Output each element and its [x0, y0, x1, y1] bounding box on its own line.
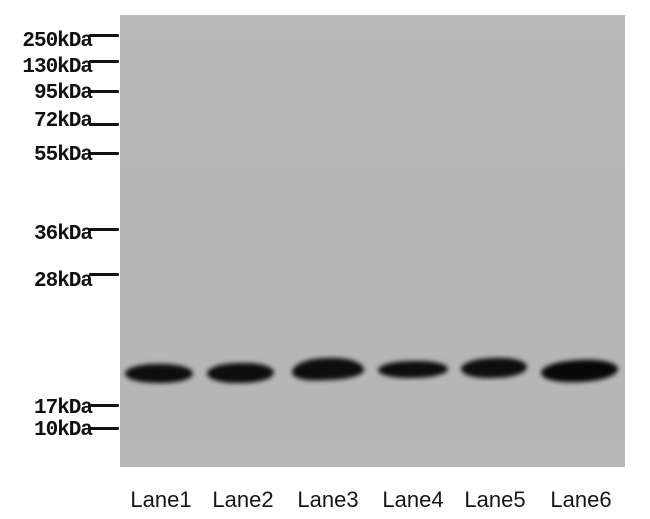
mw-marker-130: 130kDa [0, 57, 120, 81]
mw-marker-36: 36kDa [0, 224, 120, 248]
mw-marker-28: 28kDa [0, 271, 120, 295]
mw-marker-label: 10kDa [33, 419, 93, 442]
mw-marker-label: 55kDa [33, 144, 93, 167]
gel-membrane [120, 15, 625, 467]
marker-tick-line [89, 152, 119, 155]
mw-marker-250: 250kDa [0, 31, 120, 55]
lane-label-4: Lane4 [382, 487, 444, 512]
lane-label-5: Lane5 [464, 487, 526, 512]
mw-marker-17: 17kDa [0, 398, 120, 422]
mw-marker-label: 250kDa [22, 30, 93, 53]
mw-marker-label: 17kDa [33, 397, 93, 420]
mw-marker-55: 55kDa [0, 145, 120, 169]
marker-tick-line [89, 228, 119, 231]
lane-label-1: Lane1 [130, 487, 192, 512]
lane-label-2: Lane2 [212, 487, 274, 512]
mw-marker-label: 95kDa [33, 82, 93, 105]
mw-marker-label: 28kDa [33, 270, 93, 293]
mw-marker-10: 10kDa [0, 420, 120, 444]
marker-tick-line [89, 90, 119, 93]
mw-marker-72: 72kDa [0, 111, 120, 135]
mw-marker-label: 36kDa [33, 223, 93, 246]
lane-label-3: Lane3 [297, 487, 359, 512]
marker-tick-line [89, 34, 119, 37]
marker-tick-line [89, 123, 119, 126]
marker-tick-line [89, 60, 119, 63]
protein-band-lane1 [125, 364, 193, 383]
lane-label-6: Lane6 [550, 487, 612, 512]
mw-marker-label: 130kDa [22, 56, 93, 79]
marker-tick-line [89, 273, 119, 276]
mw-marker-95: 95kDa [0, 83, 120, 107]
mw-marker-label: 72kDa [33, 110, 93, 133]
marker-tick-line [89, 427, 119, 430]
marker-tick-line [89, 404, 119, 407]
